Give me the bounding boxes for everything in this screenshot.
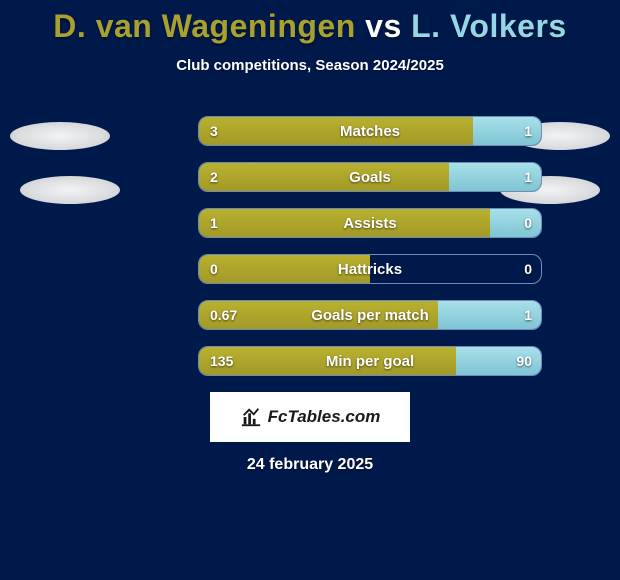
stat-bar: Assists [198,208,542,238]
stat-bar-right [449,163,541,191]
stat-bar: Goals per match [198,300,542,330]
stat-bar-right [490,209,541,237]
brand-badge: FcTables.com [210,392,410,442]
subtitle: Club competitions, Season 2024/2025 [0,57,620,74]
stat-bar-right [438,301,541,329]
player1-name: D. van Wageningen [53,8,355,44]
stat-bar: Goals [198,162,542,192]
vs-text: vs [365,8,402,44]
brand-chart-icon [240,406,262,428]
stat-row: Matches31 [70,116,550,146]
stat-row: Min per goal13590 [70,346,550,376]
stat-row: Assists10 [70,208,550,238]
stat-bar-left [199,301,438,329]
stats-container: Matches31 Goals21 Assists10 Hattricks00 Goal… [0,116,620,376]
player2-name: L. Volkers [411,8,567,44]
stat-bar: Hattricks [198,254,542,284]
stat-row: Goals per match0.671 [70,300,550,330]
stat-bar-right [473,117,541,145]
stat-bar-left [199,347,456,375]
stat-bar-left [199,255,370,283]
date-text: 24 february 2025 [0,456,620,474]
comparison-title: D. van Wageningen vs L. Volkers [0,0,620,45]
stat-bar-right [456,347,542,375]
stat-bar-left [199,209,490,237]
stat-bar-left [199,163,449,191]
stat-bar-left [199,117,473,145]
stat-row: Hattricks00 [70,254,550,284]
stat-bar: Min per goal [198,346,542,376]
stat-row: Goals21 [70,162,550,192]
brand-text: FcTables.com [268,407,381,427]
stat-bar: Matches [198,116,542,146]
